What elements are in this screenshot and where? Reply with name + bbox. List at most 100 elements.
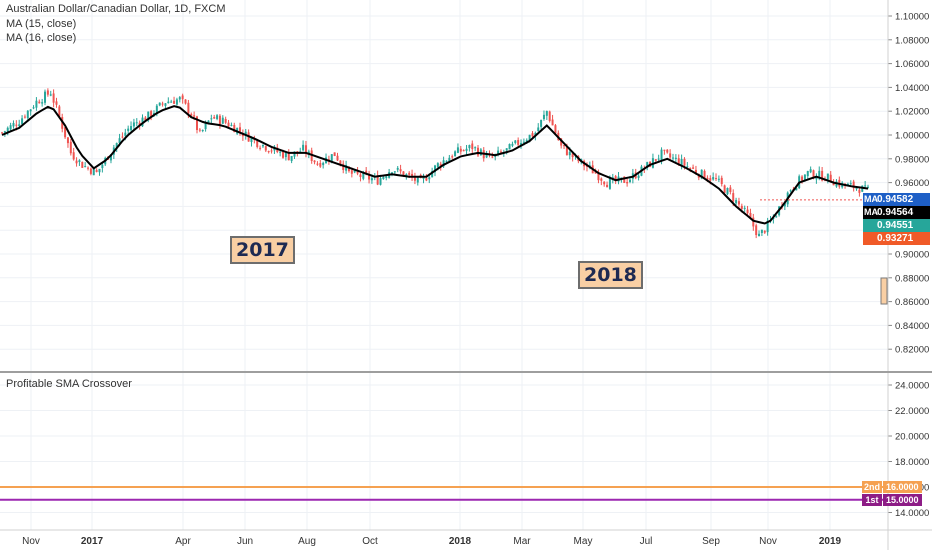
candle	[477, 144, 480, 158]
candle	[95, 168, 98, 173]
candle-body	[302, 144, 305, 151]
candle-body	[829, 174, 832, 183]
candle-body	[537, 127, 540, 132]
candle-body	[669, 153, 672, 158]
candle	[158, 102, 161, 107]
candle-body	[264, 146, 267, 151]
candle	[462, 149, 465, 152]
candle-body	[385, 176, 388, 178]
candle-body	[178, 97, 181, 100]
candle	[264, 145, 267, 153]
candle	[623, 176, 626, 184]
candle	[287, 149, 290, 161]
candle	[121, 132, 124, 139]
candle-body	[198, 129, 201, 131]
candle-body	[812, 170, 815, 179]
candle	[221, 115, 224, 124]
candle-body	[818, 170, 821, 177]
y-tick-label: 1.06000	[895, 59, 929, 70]
candle	[130, 121, 133, 133]
candle-body	[75, 160, 78, 164]
candle-body	[505, 148, 508, 151]
candle-body	[597, 173, 600, 181]
x-tick-label: Nov	[22, 536, 40, 547]
candle-body	[1, 132, 3, 134]
candle-body	[81, 161, 84, 168]
candle-body	[124, 132, 127, 136]
candle	[87, 166, 90, 171]
x-tick-label: Apr	[175, 536, 191, 547]
candle	[600, 177, 603, 186]
candle-body	[345, 164, 348, 171]
candle-body	[534, 132, 537, 136]
candle-body	[666, 149, 669, 153]
candle-body	[442, 160, 445, 167]
candle	[637, 173, 640, 181]
candle-body	[737, 201, 740, 205]
candle-body	[92, 168, 95, 176]
candle-body	[167, 101, 170, 104]
ma1-price-tag: MA 0.94582	[863, 193, 930, 206]
candle-body	[867, 186, 869, 188]
candle-body	[141, 117, 144, 127]
candle	[712, 172, 715, 181]
candle-body	[735, 200, 738, 204]
candle-body	[150, 111, 153, 117]
candle-body	[353, 170, 356, 173]
candle-body	[6, 127, 9, 132]
candle	[32, 105, 35, 110]
candle	[270, 148, 273, 154]
candle-body	[195, 116, 198, 130]
candle-body	[132, 122, 135, 127]
main-price-axis[interactable]: 1.10000 1.08000 1.06000 1.04000 1.02000 1.000…	[888, 12, 929, 356]
candle-body	[224, 118, 227, 123]
candle-body	[511, 143, 514, 146]
candle	[333, 152, 336, 157]
candle-body	[821, 170, 824, 181]
candle	[451, 154, 454, 160]
candle	[411, 169, 414, 182]
candle	[815, 173, 818, 184]
candle-body	[396, 167, 399, 170]
candle-body	[23, 116, 26, 118]
candle	[606, 181, 609, 188]
year-annotation-2017[interactable]: 2017	[230, 236, 295, 264]
candle-body	[408, 172, 411, 175]
candle-body	[376, 175, 379, 185]
candle	[227, 119, 230, 128]
candle-body	[657, 158, 660, 160]
time-axis[interactable]: Nov 2017 Apr Jun Aug Oct 2018 Mar May Jul Sep Nov 20…	[22, 536, 841, 547]
candle	[715, 173, 718, 182]
candle	[855, 187, 858, 191]
candle-body	[175, 99, 178, 105]
candle-body	[89, 168, 92, 174]
candle-body	[135, 122, 138, 124]
candle	[38, 99, 41, 104]
candle	[181, 93, 184, 104]
candle-body	[342, 163, 345, 170]
candle-body	[709, 178, 712, 181]
candle	[9, 122, 12, 131]
candle	[548, 110, 551, 123]
candle-body	[654, 159, 657, 161]
candle-body	[304, 145, 307, 155]
candle-body	[603, 181, 606, 185]
candle	[826, 173, 829, 184]
candle-body	[525, 140, 528, 143]
x-tick-label: May	[574, 536, 593, 547]
candle-body	[170, 101, 173, 103]
candle-body	[259, 147, 262, 149]
candle	[680, 154, 683, 170]
candle-body	[115, 143, 118, 148]
candle-body	[270, 150, 273, 152]
candle-body	[703, 170, 706, 180]
candle-body	[801, 176, 804, 181]
year-annotation-2018[interactable]: 2018	[578, 261, 643, 289]
candle	[135, 118, 138, 127]
x-tick-label: 2019	[819, 536, 842, 547]
candle	[760, 229, 763, 237]
candle-body	[12, 123, 15, 127]
indicator-pane-grid	[0, 372, 888, 530]
candle	[729, 185, 732, 195]
